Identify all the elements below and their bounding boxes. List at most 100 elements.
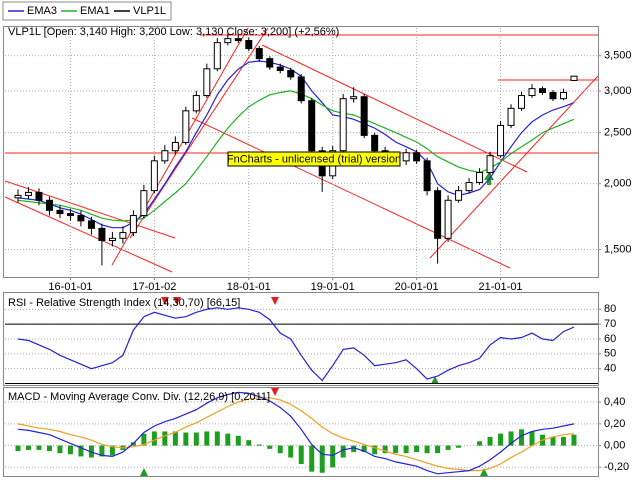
histogram-bar [57, 445, 63, 454]
candle-body [507, 107, 515, 126]
sell-arrow [173, 297, 181, 305]
histogram-bar [414, 445, 420, 453]
histogram-bar [288, 445, 294, 458]
histogram-bar [36, 445, 42, 450]
candle-body [371, 134, 379, 152]
x-tick-label: 20-01-01 [395, 281, 439, 293]
histogram-bar [246, 440, 252, 446]
histogram-bar [162, 431, 168, 446]
candle-body [570, 75, 578, 81]
histogram-bar [15, 445, 21, 452]
candle-body [486, 155, 494, 174]
trend-line [4, 196, 173, 273]
histogram-bar [508, 431, 514, 446]
candle-body [528, 88, 536, 97]
y-tick-label: 0,00 [604, 439, 625, 451]
candle-body [140, 190, 148, 217]
buy-arrow [431, 376, 439, 384]
histogram-bar [25, 445, 31, 450]
buy-arrow [140, 468, 148, 476]
x-tick-label: 18-01-01 [227, 281, 271, 293]
y-tick-label: 50 [604, 348, 616, 360]
histogram-bar [141, 433, 147, 446]
candle-body [14, 194, 22, 199]
histogram-bar [571, 434, 577, 446]
candle-body [245, 39, 253, 50]
candle-body [171, 141, 179, 152]
histogram-bar [225, 433, 231, 446]
histogram-bar [67, 445, 73, 455]
x-tick-label: 19-01-01 [311, 281, 355, 293]
histogram-bar [298, 445, 304, 465]
sell-arrow [161, 297, 169, 305]
y-tick-label: -0,20 [604, 461, 629, 473]
histogram-bar [309, 445, 315, 472]
histogram-bar [361, 445, 367, 453]
histogram-bar [487, 436, 493, 446]
y-tick-label: 3,000 [604, 85, 632, 97]
macd-panel [3, 387, 599, 477]
histogram-bar [560, 436, 566, 446]
candle-body [539, 88, 546, 93]
candle-body [266, 58, 274, 68]
histogram-bar [330, 445, 336, 468]
histogram-bar [403, 445, 409, 454]
candle-body [161, 150, 169, 162]
sell-arrow [271, 388, 279, 396]
trend-line [129, 27, 269, 239]
ema-line [17, 90, 575, 222]
histogram-bar [435, 445, 441, 454]
trend-line [4, 180, 176, 239]
sell-arrow [271, 297, 279, 305]
legend-label: VLP1L [133, 5, 166, 17]
y-tick-label: 2,000 [604, 178, 632, 190]
trend-line [429, 75, 599, 259]
y-tick-label: 80 [604, 303, 616, 315]
histogram-bar [99, 445, 105, 457]
histogram-bar [214, 431, 220, 446]
histogram-bar [456, 445, 462, 448]
histogram-bar [340, 445, 346, 458]
legend-box [2, 1, 172, 21]
candle-body [465, 182, 473, 192]
histogram-bar [319, 445, 325, 473]
candle-body [182, 110, 190, 143]
signal-arrows [140, 172, 494, 476]
legend-label: EMA3 [27, 5, 57, 17]
candle-body [360, 96, 368, 136]
candle-body [413, 152, 421, 162]
y-tick-label: 40 [604, 363, 616, 375]
histogram-bar [445, 445, 451, 450]
histogram-bar [382, 445, 388, 454]
candle-body [402, 152, 410, 162]
candle-body [297, 76, 305, 102]
candle-body [476, 172, 484, 184]
candle-body [276, 66, 284, 72]
candle-body [339, 98, 347, 152]
annotation-box [227, 151, 401, 167]
histogram-bar [277, 445, 283, 454]
trend-line [191, 117, 511, 269]
candle-body [559, 91, 567, 100]
candle-body [308, 100, 316, 152]
candle-body [35, 191, 43, 201]
ema-line [17, 60, 575, 229]
candle-body [255, 48, 263, 60]
y-tick-label: 0,40 [604, 396, 625, 408]
histogram-bar [193, 432, 199, 446]
signal-line [17, 397, 575, 472]
histogram-bar [204, 431, 210, 446]
candle-body [98, 227, 106, 242]
chart-title: MACD - Moving Average Conv. Div. (12,26,… [8, 391, 270, 403]
candle-body [119, 232, 127, 239]
histogram-bar [351, 445, 357, 453]
candle-body [497, 124, 505, 157]
candle-body [350, 96, 358, 100]
y-tick-label: 3,500 [604, 50, 632, 62]
candle-body [224, 38, 232, 44]
candle-body [129, 215, 137, 234]
histogram-bar [235, 435, 241, 446]
y-tick-label: 60 [604, 333, 616, 345]
histogram-bar [267, 445, 273, 449]
histogram-bar [424, 445, 430, 454]
